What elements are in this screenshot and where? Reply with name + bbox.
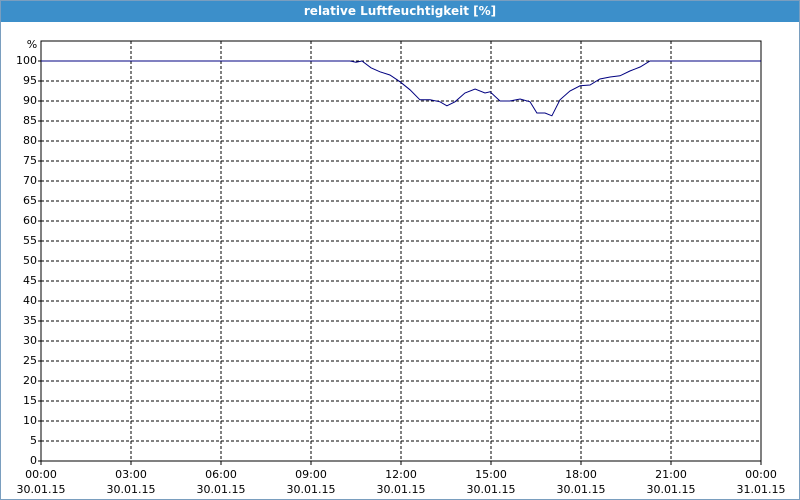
y-unit: %	[27, 38, 37, 51]
y-tick-label: 80	[23, 134, 37, 147]
x-tick-date: 30.01.15	[377, 483, 426, 496]
y-tick-label: 15	[23, 394, 37, 407]
x-tick-date: 30.01.15	[557, 483, 606, 496]
x-tick-label: 00:00	[745, 468, 777, 481]
chart: % 0 5 10 15 20 25 30 35 40 45 50 55 60 65 70 75 80 85 90 95…	[16, 38, 786, 496]
y-tick-label: 5	[30, 434, 37, 447]
x-tick-label: 09:00	[295, 468, 327, 481]
data-line	[41, 60, 761, 117]
x-tick-date: 30.01.15	[467, 483, 516, 496]
x-tick-date: 30.01.15	[287, 483, 336, 496]
x-tick-label: 15:00	[475, 468, 507, 481]
x-tick-date: 30.01.15	[647, 483, 696, 496]
y-tick-label: 40	[23, 294, 37, 307]
y-tick-label: 35	[23, 314, 37, 327]
y-tick-label: 20	[23, 374, 37, 387]
y-tick-label: 60	[23, 214, 37, 227]
y-tick-label: 30	[23, 334, 37, 347]
y-tick-label: 65	[23, 194, 37, 207]
y-tick-label: 70	[23, 174, 37, 187]
y-tick-label: 0	[30, 454, 37, 467]
y-tick-label: 10	[23, 414, 37, 427]
x-tick-label: 03:00	[115, 468, 147, 481]
y-tick-label: 45	[23, 274, 37, 287]
x-tick-date: 30.01.15	[197, 483, 246, 496]
x-tick-label: 00:00	[25, 468, 57, 481]
y-tick-label: 50	[23, 254, 37, 267]
x-tick-date: 31.01.15	[737, 483, 786, 496]
y-tick-label: 85	[23, 114, 37, 127]
y-tick-label: 25	[23, 354, 37, 367]
x-tick-date: 30.01.15	[17, 483, 66, 496]
y-tick-label: 100	[16, 54, 37, 67]
x-tick-label: 06:00	[205, 468, 237, 481]
x-tick-label: 12:00	[385, 468, 417, 481]
y-tick-label: 95	[23, 74, 37, 87]
y-tick-label: 75	[23, 154, 37, 167]
x-tick-label: 18:00	[565, 468, 597, 481]
x-tick-label: 21:00	[655, 468, 687, 481]
y-tick-label: 55	[23, 234, 37, 247]
title-bar: relative Luftfeuchtigkeit [%]	[1, 1, 799, 22]
x-tick-date: 30.01.15	[107, 483, 156, 496]
y-tick-label: 90	[23, 94, 37, 107]
